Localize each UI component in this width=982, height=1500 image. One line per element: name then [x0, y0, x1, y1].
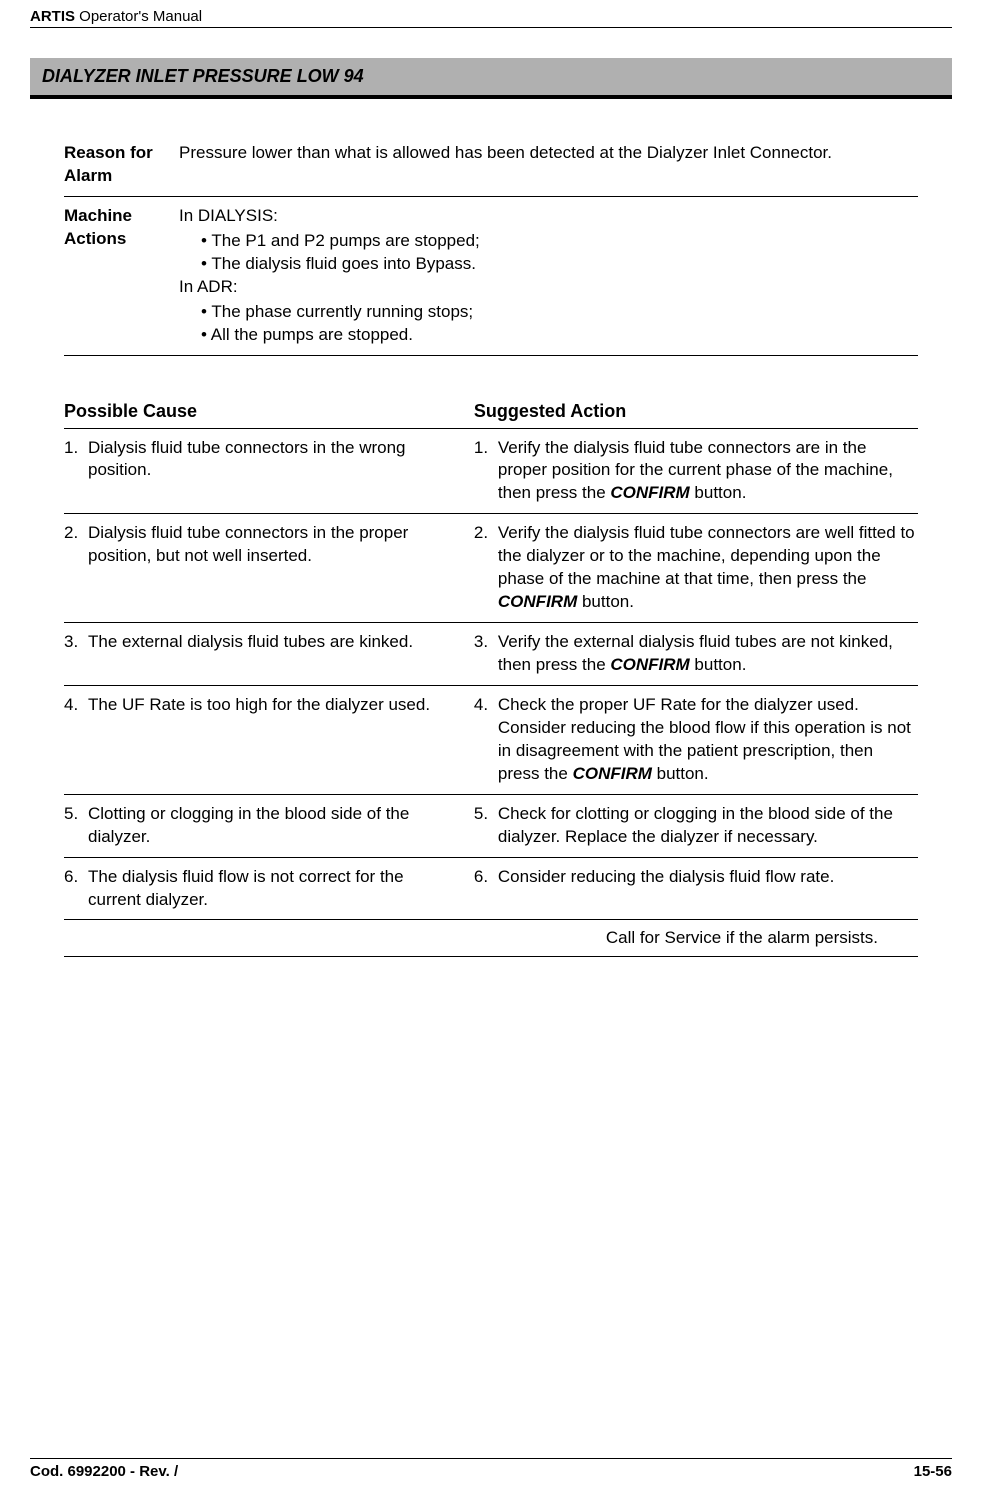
info-value: Pressure lower than what is allowed has …	[179, 142, 918, 188]
action-cell: 1.Verify the dialysis fluid tube connect…	[474, 437, 918, 506]
cause-cell: 2.Dialysis fluid tube connectors in the …	[64, 522, 474, 614]
action-text: Verify the dialysis fluid tube connector…	[498, 522, 918, 614]
cause-text: The external dialysis fluid tubes are ki…	[88, 631, 459, 677]
cause-header-row: Possible Cause Suggested Action	[64, 401, 918, 429]
confirm-button-reference: CONFIRM	[610, 655, 689, 674]
bullet-item: The dialysis fluid goes into Bypass.	[201, 253, 918, 276]
context-label: In DIALYSIS:	[179, 205, 918, 228]
header-title: ARTIS Operator's Manual	[30, 8, 202, 25]
cause-text: The dialysis fluid flow is not correct f…	[88, 866, 459, 912]
cause-cell: 5.Clotting or clogging in the blood side…	[64, 803, 474, 849]
page-header: ARTIS Operator's Manual	[30, 0, 952, 28]
row-number: 4.	[474, 694, 498, 786]
page-footer: Cod. 6992200 - Rev. / 15-56	[30, 1458, 952, 1480]
action-text: Check the proper UF Rate for the dialyze…	[498, 694, 918, 786]
cause-row: 1.Dialysis fluid tube connectors in the …	[64, 429, 918, 515]
action-text: Verify the external dialysis fluid tubes…	[498, 631, 918, 677]
row-number: 2.	[64, 522, 88, 614]
action-cell: 4.Check the proper UF Rate for the dialy…	[474, 694, 918, 786]
cause-header: Possible Cause	[64, 401, 474, 422]
service-note: Call for Service if the alarm persists.	[64, 920, 918, 957]
header-suffix: Operator's Manual	[75, 8, 202, 25]
info-row: Reason for AlarmPressure lower than what…	[64, 134, 918, 197]
action-cell: 5.Check for clotting or clogging in the …	[474, 803, 918, 849]
row-number: 1.	[64, 437, 88, 506]
bullet-list: The phase currently running stops;All th…	[179, 301, 918, 347]
context-label: In ADR:	[179, 276, 918, 299]
row-number: 6.	[64, 866, 88, 912]
row-number: 5.	[64, 803, 88, 849]
cause-row: 6.The dialysis fluid flow is not correct…	[64, 858, 918, 921]
confirm-button-reference: CONFIRM	[610, 483, 689, 502]
action-cell: 3.Verify the external dialysis fluid tub…	[474, 631, 918, 677]
bullet-item: All the pumps are stopped.	[201, 324, 918, 347]
cause-text: The UF Rate is too high for the dialyzer…	[88, 694, 459, 786]
cause-action-table: Possible Cause Suggested Action 1.Dialys…	[64, 401, 918, 958]
cause-text: Dialysis fluid tube connectors in the wr…	[88, 437, 459, 506]
bullet-list: The P1 and P2 pumps are stopped;The dial…	[179, 230, 918, 276]
action-cell: 6.Consider reducing the dialysis fluid f…	[474, 866, 918, 912]
row-number: 1.	[474, 437, 498, 506]
info-row: Machine ActionsIn DIALYSIS:The P1 and P2…	[64, 197, 918, 356]
action-header: Suggested Action	[474, 401, 918, 422]
footer-page: 15-56	[914, 1463, 952, 1480]
cause-cell: 4.The UF Rate is too high for the dialyz…	[64, 694, 474, 786]
info-table: Reason for AlarmPressure lower than what…	[64, 134, 918, 356]
bullet-item: The phase currently running stops;	[201, 301, 918, 324]
cause-row: 3.The external dialysis fluid tubes are …	[64, 623, 918, 686]
row-number: 4.	[64, 694, 88, 786]
cause-text: Clotting or clogging in the blood side o…	[88, 803, 459, 849]
row-number: 6.	[474, 866, 498, 912]
cause-row: 2.Dialysis fluid tube connectors in the …	[64, 514, 918, 623]
info-label: Reason for Alarm	[64, 142, 179, 188]
confirm-button-reference: CONFIRM	[498, 592, 577, 611]
action-text: Check for clotting or clogging in the bl…	[498, 803, 918, 849]
bullet-item: The P1 and P2 pumps are stopped;	[201, 230, 918, 253]
action-text: Verify the dialysis fluid tube connector…	[498, 437, 918, 506]
info-value: In DIALYSIS:The P1 and P2 pumps are stop…	[179, 205, 918, 347]
confirm-button-reference: CONFIRM	[573, 764, 652, 783]
row-number: 2.	[474, 522, 498, 614]
cause-cell: 6.The dialysis fluid flow is not correct…	[64, 866, 474, 912]
cause-cell: 1.Dialysis fluid tube connectors in the …	[64, 437, 474, 506]
cause-row: 4.The UF Rate is too high for the dialyz…	[64, 686, 918, 795]
action-text: Consider reducing the dialysis fluid flo…	[498, 866, 918, 912]
action-cell: 2.Verify the dialysis fluid tube connect…	[474, 522, 918, 614]
product-name: ARTIS	[30, 8, 75, 25]
cause-cell: 3.The external dialysis fluid tubes are …	[64, 631, 474, 677]
info-label: Machine Actions	[64, 205, 179, 347]
row-number: 5.	[474, 803, 498, 849]
cause-text: Dialysis fluid tube connectors in the pr…	[88, 522, 459, 614]
row-number: 3.	[64, 631, 88, 677]
section-title: DIALYZER INLET PRESSURE LOW 94	[30, 58, 952, 99]
cause-row: 5.Clotting or clogging in the blood side…	[64, 795, 918, 858]
footer-code: Cod. 6992200 - Rev. /	[30, 1463, 178, 1480]
row-number: 3.	[474, 631, 498, 677]
